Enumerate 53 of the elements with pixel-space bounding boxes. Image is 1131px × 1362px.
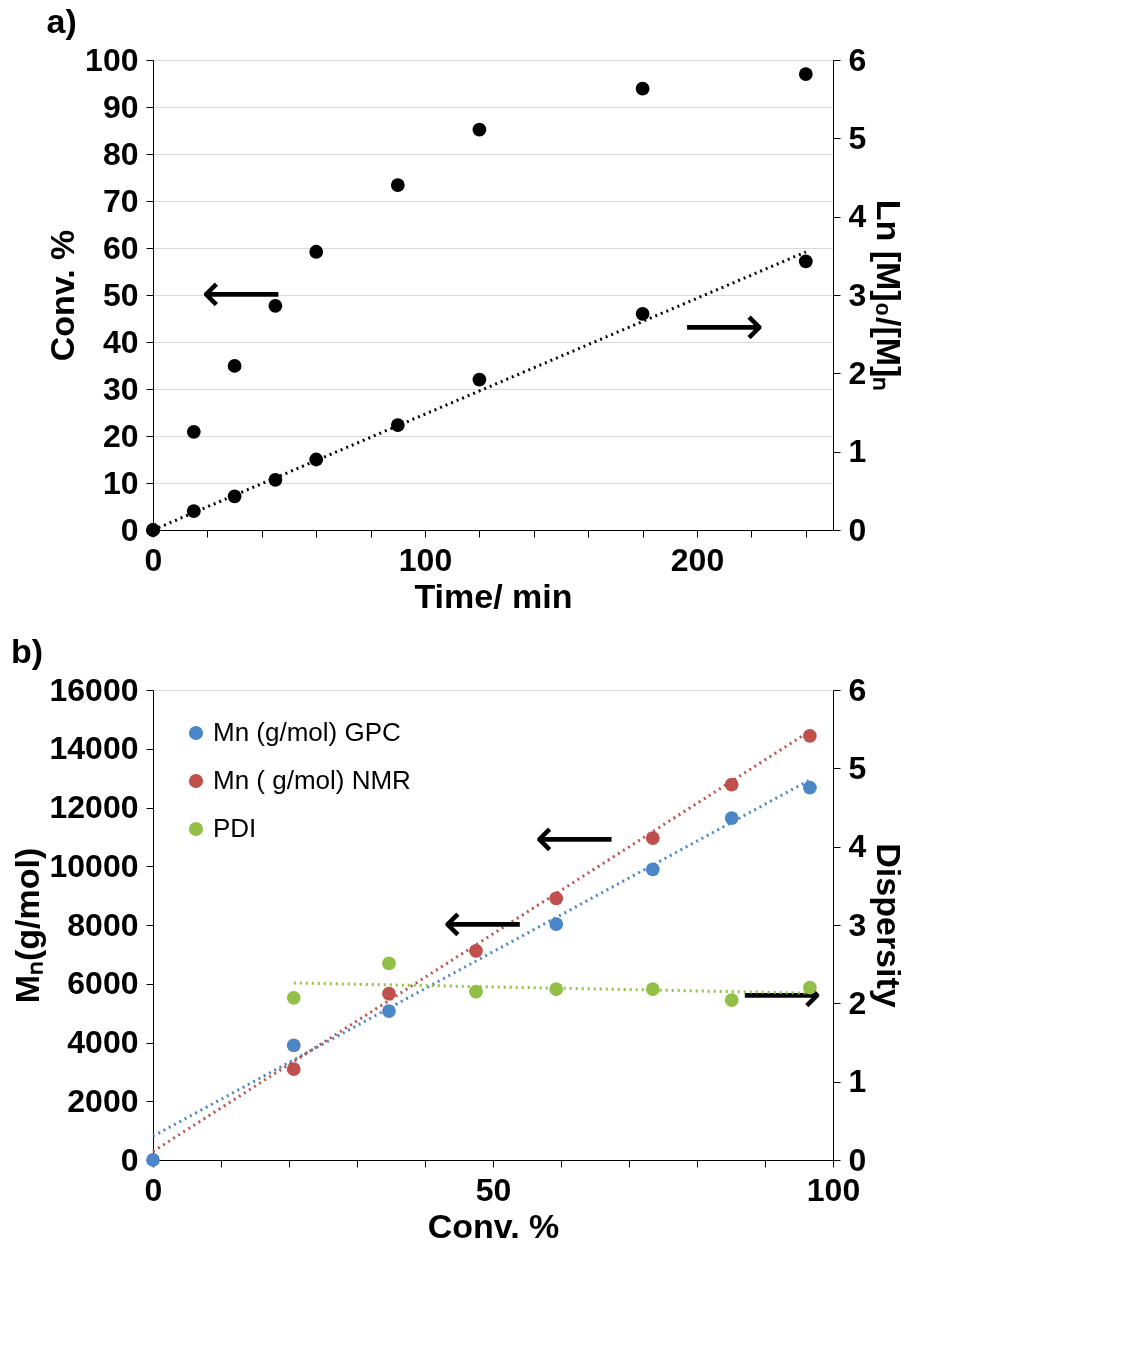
x-tick-label: 0: [144, 541, 163, 578]
chart-title: b): [11, 632, 44, 670]
chart-title: a): [46, 2, 77, 40]
y2-tick-label: 0: [848, 511, 867, 548]
annotation: ⟶: [684, 292, 765, 358]
annotation: ⟵: [201, 260, 282, 325]
y2-tick-label: 2: [848, 984, 867, 1021]
y-tick-label: 30: [102, 370, 139, 407]
y-tick-label: 50: [102, 276, 139, 313]
y-tick-label: 16000: [49, 671, 139, 708]
y-tick-label: 2000: [67, 1082, 139, 1119]
y2-tick-label: 1: [848, 433, 867, 470]
y2-tick-label: 3: [848, 906, 867, 943]
y-tick-label: 20: [102, 417, 139, 454]
y-tick-label: 100: [85, 41, 139, 78]
annotation: ⟵: [534, 805, 615, 871]
y-tick-label: 12000: [49, 789, 139, 825]
legend-label: Mn ( g/mol) NMR: [213, 765, 411, 795]
x-tick-label: 100: [398, 541, 453, 578]
x-axis-title: Time/ min: [414, 576, 573, 615]
y2-tick-label: 2: [848, 354, 867, 391]
x-tick-label: 0: [144, 1171, 163, 1208]
y-tick-label: 0: [120, 511, 139, 548]
y2-tick-label: 1: [848, 1063, 867, 1100]
legend-label: PDI: [213, 813, 257, 843]
y-tick-label: 90: [102, 88, 139, 125]
y2-tick-label: 3: [848, 276, 867, 313]
y2-tick-label: 4: [848, 828, 867, 865]
y-tick-label: 4000: [67, 1024, 139, 1060]
y2-tick-label: 6: [848, 671, 867, 708]
y-tick-label: 10: [102, 464, 139, 501]
x-tick-label: 200: [670, 541, 725, 578]
x-tick-label: 50: [475, 1171, 512, 1208]
y-tick-label: 10000: [49, 847, 139, 884]
y2-tick-label: 5: [848, 119, 867, 156]
x-axis-title: Conv. %: [427, 1206, 560, 1245]
y-tick-label: 6000: [67, 965, 139, 1002]
y2-axis-title: Dispersity: [870, 843, 909, 1008]
y-tick-label: 8000: [67, 906, 139, 943]
legend-label: Mn (g/mol) GPC: [213, 717, 401, 747]
y-tick-label: 60: [102, 229, 139, 266]
y2-tick-label: 4: [848, 198, 867, 235]
annotation: ⟵: [442, 890, 523, 955]
y2-tick-label: 6: [848, 41, 867, 78]
y-axis-title: Mₙ(g/mol): [7, 847, 46, 1004]
y-tick-label: 80: [102, 135, 139, 172]
y-tick-label: 70: [102, 182, 139, 219]
y-tick-label: 40: [102, 323, 139, 360]
y-axis-title: Conv. %: [43, 229, 82, 362]
y2-axis-title: Ln [M]₀/[M]ₙ: [870, 199, 909, 392]
y-tick-label: 0: [120, 1141, 139, 1178]
y2-tick-label: 5: [848, 749, 867, 786]
y-tick-label: 14000: [49, 730, 139, 767]
